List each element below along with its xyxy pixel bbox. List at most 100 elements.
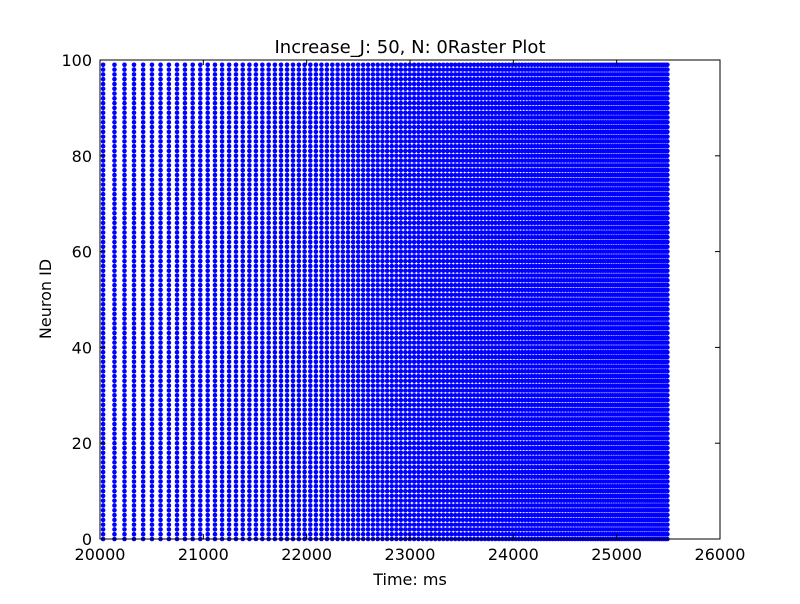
spike-point bbox=[335, 474, 340, 480]
spike-point bbox=[403, 182, 408, 187]
spike-point bbox=[182, 163, 188, 168]
spike-point bbox=[149, 445, 155, 451]
spike-point bbox=[182, 177, 188, 183]
spike-point bbox=[296, 297, 302, 302]
spike-point bbox=[302, 369, 307, 374]
spike-point bbox=[190, 416, 195, 422]
spike-point bbox=[375, 503, 381, 508]
spike-point bbox=[345, 172, 351, 178]
spike-point bbox=[340, 397, 346, 403]
spike-point bbox=[350, 359, 356, 365]
spike-point bbox=[240, 96, 246, 101]
spike-point bbox=[313, 416, 319, 422]
spike-point bbox=[278, 469, 284, 475]
spike-point bbox=[197, 72, 203, 77]
spike-point bbox=[398, 445, 404, 451]
spike-point bbox=[122, 522, 127, 527]
spike-point bbox=[166, 512, 172, 518]
spike-point bbox=[398, 249, 404, 254]
spike-point bbox=[174, 67, 180, 72]
spike-point bbox=[389, 225, 395, 230]
spike-point bbox=[212, 378, 218, 384]
spike-point bbox=[380, 378, 385, 384]
spike-point bbox=[324, 234, 330, 240]
spike-point bbox=[350, 158, 356, 163]
spike-point bbox=[290, 81, 296, 87]
spike-point bbox=[313, 512, 319, 518]
spike-point bbox=[308, 369, 313, 374]
spike-point bbox=[240, 517, 246, 523]
spike-point bbox=[296, 124, 302, 130]
spike-point bbox=[212, 153, 218, 159]
spike-point bbox=[174, 163, 180, 168]
spike-point bbox=[350, 364, 356, 369]
spike-point bbox=[212, 172, 218, 178]
spike-point bbox=[212, 292, 218, 298]
spike-point bbox=[158, 522, 163, 527]
spike-point bbox=[140, 129, 146, 135]
spike-point bbox=[266, 234, 271, 240]
spike-point bbox=[365, 187, 371, 192]
spike-point bbox=[355, 273, 361, 278]
spike-point bbox=[375, 124, 381, 130]
spike-point bbox=[100, 258, 106, 264]
spike-point bbox=[197, 81, 203, 87]
spike-point bbox=[100, 263, 106, 269]
spike-point bbox=[403, 359, 408, 365]
spike-point bbox=[313, 527, 319, 532]
spike-point bbox=[365, 345, 371, 350]
spike-point bbox=[350, 201, 356, 206]
spike-point bbox=[100, 503, 106, 508]
spike-point bbox=[205, 402, 210, 408]
spike-point bbox=[335, 196, 340, 202]
spike-point bbox=[290, 359, 296, 365]
spike-point bbox=[350, 91, 356, 96]
spike-point bbox=[140, 201, 146, 206]
spike-point bbox=[272, 402, 278, 408]
spike-point bbox=[313, 230, 319, 235]
spike-point bbox=[330, 76, 335, 82]
spike-point bbox=[182, 115, 188, 120]
spike-point bbox=[100, 206, 106, 211]
spike-point bbox=[407, 517, 413, 523]
spike-point bbox=[330, 139, 335, 144]
spike-point bbox=[319, 268, 324, 274]
spike-point bbox=[319, 86, 324, 92]
spike-point bbox=[260, 416, 265, 422]
spike-point bbox=[313, 345, 319, 350]
spike-point bbox=[330, 230, 335, 235]
spike-point bbox=[278, 282, 284, 288]
spike-point bbox=[272, 354, 278, 360]
spike-point bbox=[205, 316, 210, 321]
spike-point bbox=[375, 225, 381, 230]
spike-point bbox=[240, 464, 246, 470]
spike-point bbox=[324, 378, 330, 384]
spike-point bbox=[296, 306, 302, 312]
spike-point bbox=[182, 201, 188, 206]
spike-point bbox=[365, 507, 371, 513]
spike-point bbox=[131, 134, 137, 139]
spike-point bbox=[247, 67, 252, 72]
spike-point bbox=[205, 158, 210, 163]
spike-column bbox=[398, 62, 404, 542]
spike-point bbox=[260, 455, 265, 460]
spike-point bbox=[319, 426, 324, 432]
spike-point bbox=[182, 292, 188, 298]
spike-point bbox=[140, 254, 146, 259]
spike-point bbox=[290, 345, 296, 350]
spike-point bbox=[226, 163, 232, 168]
spike-point bbox=[219, 301, 225, 307]
spike-point bbox=[398, 407, 404, 412]
spike-point bbox=[266, 359, 271, 365]
spike-point bbox=[380, 345, 385, 350]
spike-point bbox=[324, 244, 330, 250]
spike-point bbox=[190, 512, 195, 518]
spike-point bbox=[149, 397, 155, 403]
spike-point bbox=[360, 460, 366, 465]
spike-point bbox=[205, 378, 210, 384]
spike-point bbox=[319, 359, 324, 365]
spike-point bbox=[247, 96, 252, 101]
spike-point bbox=[365, 440, 371, 446]
spike-point bbox=[355, 364, 361, 369]
spike-point bbox=[319, 378, 324, 384]
